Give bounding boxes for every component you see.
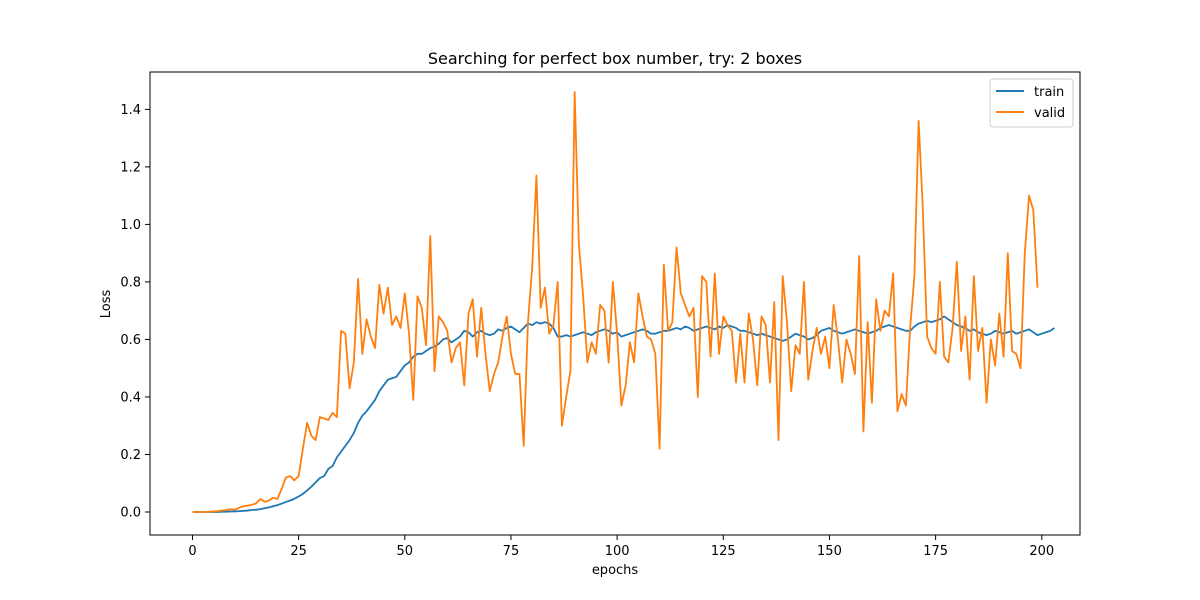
- series-line-valid: [192, 91, 1039, 513]
- y-tick-label: 0.6: [120, 333, 141, 348]
- series-layer: [192, 91, 1056, 513]
- x-tick-label: 150: [817, 544, 842, 559]
- x-axis: 0 25 50 75 100 125 150 175 200: [188, 535, 1054, 559]
- x-tick-label: 0: [188, 544, 196, 559]
- x-tick-label: 125: [711, 544, 736, 559]
- y-tick-label: 1.4: [120, 103, 141, 118]
- y-axis-label: Loss: [99, 290, 114, 319]
- y-tick-label: 1.0: [120, 218, 141, 233]
- y-tick-label: 0.4: [120, 390, 141, 405]
- y-tick-label: 0.0: [120, 505, 141, 520]
- x-axis-label: epochs: [592, 563, 639, 578]
- legend: train valid: [989, 78, 1074, 128]
- y-tick-label: 0.8: [120, 275, 141, 290]
- plot-area: [149, 71, 1081, 536]
- legend-label-valid: valid: [1034, 106, 1065, 121]
- x-tick-label: 100: [605, 544, 630, 559]
- x-tick-label: 75: [503, 544, 520, 559]
- legend-label-train: train: [1034, 85, 1064, 100]
- series-line-train: [192, 315, 1056, 513]
- x-tick-label: 175: [923, 544, 948, 559]
- y-tick-label: 0.2: [120, 448, 141, 463]
- x-tick-label: 200: [1029, 544, 1054, 559]
- y-axis: 0.0 0.2 0.4 0.6 0.8 1.0 1.2 1.4: [120, 103, 150, 520]
- chart-title: Searching for perfect box number, try: 2…: [428, 49, 802, 68]
- x-tick-label: 25: [290, 544, 307, 559]
- y-tick-label: 1.2: [120, 160, 141, 175]
- x-tick-label: 50: [397, 544, 414, 559]
- plot-frame: [149, 71, 1081, 536]
